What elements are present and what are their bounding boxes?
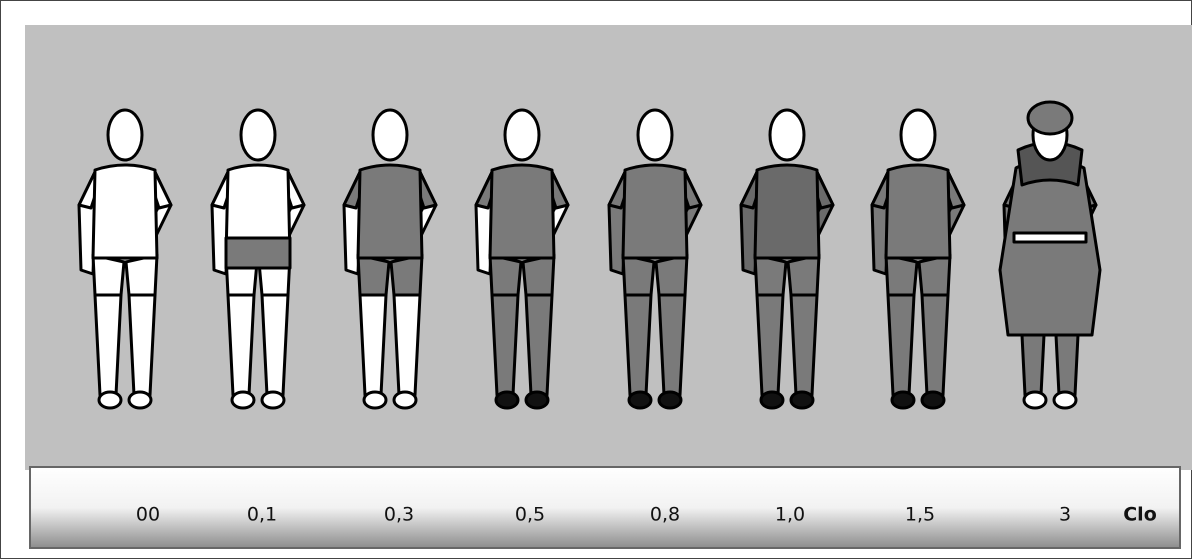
human-figure	[607, 108, 703, 410]
clo-value-label: 1,5	[905, 504, 935, 526]
head	[371, 108, 409, 162]
clo-value-label: 0,5	[515, 504, 545, 526]
torso	[621, 163, 689, 260]
torso	[91, 163, 159, 260]
right-shoe	[657, 390, 683, 410]
torso	[753, 163, 821, 260]
coat	[998, 157, 1102, 337]
left-leg-upper	[91, 253, 126, 297]
right-shoe	[260, 390, 286, 410]
right-shoe	[127, 390, 153, 410]
torso	[488, 163, 556, 260]
left-leg-lower	[886, 293, 916, 397]
right-leg-upper	[917, 253, 952, 297]
left-leg-upper	[488, 253, 523, 297]
torso	[356, 163, 424, 260]
left-leg-lower	[226, 293, 256, 397]
left-shoe	[494, 390, 520, 410]
left-leg-upper	[621, 253, 656, 297]
right-shoe	[524, 390, 550, 410]
right-leg-lower	[920, 293, 950, 397]
clo-value-label: 1,0	[775, 504, 805, 526]
left-leg-lower	[755, 293, 785, 397]
head	[239, 108, 277, 162]
right-leg-lower	[524, 293, 554, 397]
right-leg-lower	[127, 293, 157, 397]
left-shoe	[362, 390, 388, 410]
clo-value-label: 00	[136, 504, 160, 526]
head	[106, 108, 144, 162]
right-leg-upper	[389, 253, 424, 297]
left-shoe	[97, 390, 123, 410]
left-shoe	[1022, 390, 1048, 410]
left-leg-upper	[884, 253, 919, 297]
human-figure	[739, 108, 835, 410]
left-leg-lower	[358, 293, 388, 397]
head	[899, 108, 937, 162]
right-leg-upper	[124, 253, 159, 297]
right-shoe	[1052, 390, 1078, 410]
right-leg-upper	[654, 253, 689, 297]
fur-hat	[1026, 100, 1074, 136]
left-shoe	[759, 390, 785, 410]
human-figure	[342, 108, 438, 410]
head	[503, 108, 541, 162]
unit-label: Clo	[1123, 504, 1157, 526]
human-figure	[998, 100, 1102, 410]
left-leg-upper	[356, 253, 391, 297]
right-leg-upper	[521, 253, 556, 297]
left-leg-lower	[490, 293, 520, 397]
right-shoe	[789, 390, 815, 410]
right-shoe	[920, 390, 946, 410]
scale-bar	[29, 466, 1181, 549]
right-leg-upper	[786, 253, 821, 297]
human-figure	[474, 108, 570, 410]
left-leg-lower	[93, 293, 123, 397]
right-leg-lower	[260, 293, 290, 397]
right-leg-lower	[789, 293, 819, 397]
left-shoe	[627, 390, 653, 410]
scale-labels: 00 0,1 0,3 0,5 0,8 1,0 1,5 3	[136, 504, 1071, 526]
left-shoe	[890, 390, 916, 410]
human-figure	[870, 108, 966, 410]
left-leg-upper	[753, 253, 788, 297]
left-shoe	[230, 390, 256, 410]
human-figure	[210, 108, 306, 410]
right-shoe	[392, 390, 418, 410]
torso	[884, 163, 952, 260]
head	[768, 108, 806, 162]
head	[636, 108, 674, 162]
left-leg-lower	[623, 293, 653, 397]
belt	[1012, 231, 1088, 244]
right-leg-lower	[657, 293, 687, 397]
right-leg-lower	[392, 293, 422, 397]
clo-value-label: 0,3	[384, 504, 414, 526]
clo-value-label: 3	[1059, 504, 1071, 526]
clo-value-label: 0,1	[247, 504, 277, 526]
clo-value-label: 0,8	[650, 504, 680, 526]
figures	[77, 100, 1102, 410]
shorts	[224, 236, 292, 270]
human-figure	[77, 108, 173, 410]
